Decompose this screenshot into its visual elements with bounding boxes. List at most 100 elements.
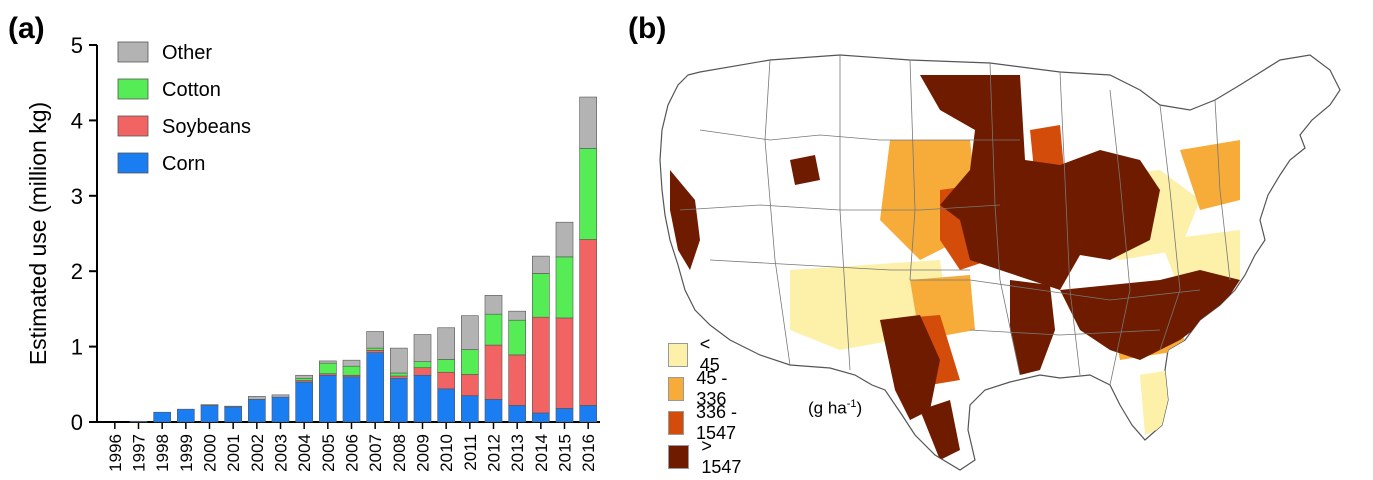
x-tick-label: 2000	[201, 434, 220, 472]
x-tick-label: 1996	[106, 434, 125, 472]
bar-segment-other	[461, 315, 479, 350]
legend-swatch-veryhigh	[668, 445, 690, 469]
bar-segment-cotton	[390, 372, 408, 377]
x-tick-label: 2001	[224, 434, 243, 472]
bar-segment-other	[342, 359, 361, 367]
bar-segment-cotton	[342, 365, 361, 376]
x-tick-label: 2015	[556, 434, 575, 472]
bar-segment-corn	[295, 381, 313, 423]
x-tick-label: 1999	[177, 434, 196, 472]
legend-label-soybeans: Soybeans	[162, 116, 251, 138]
bar-segment-soybeans	[390, 375, 408, 379]
bar-segment-soybeans	[366, 350, 384, 353]
legend-swatch-cotton	[117, 78, 149, 100]
bar-segment-corn	[129, 420, 148, 423]
legend-swatch-low	[668, 343, 688, 367]
panel-b-label: (b)	[628, 12, 667, 45]
x-tick-label: 2013	[508, 434, 527, 472]
bar-segment-corn	[366, 352, 384, 423]
chart-axes: 0 1 2 3 4 5 Estimated use (million kg) 1996 1997…	[25, 33, 600, 472]
x-tick-label: 2005	[319, 434, 338, 472]
map-legend-item-4: > 1547	[668, 436, 746, 477]
legend-swatch-high	[668, 411, 684, 435]
bar-segment-cotton	[555, 256, 574, 319]
bar-segment-other	[437, 327, 455, 360]
legend-label-high: 336 - 1547	[695, 402, 737, 443]
bar-segment-other	[366, 331, 384, 349]
bar-segment-cotton	[295, 377, 313, 381]
chart-legend: Other Cotton Soybeans Corn	[117, 41, 251, 175]
bar-segment-other	[413, 334, 432, 362]
chart-bars	[129, 96, 597, 423]
legend-label-mid: 45 - 336	[696, 368, 728, 409]
bar-segment-other	[579, 96, 597, 149]
bar-segment-corn	[319, 374, 337, 423]
bar-segment-other	[248, 396, 266, 400]
bar-segment-other	[532, 255, 550, 274]
bar-segment-cotton	[461, 349, 479, 375]
y-tick-label: 1	[71, 335, 83, 360]
bar-segment-cotton	[484, 313, 503, 346]
x-tick-label: 2003	[272, 434, 291, 472]
bar-segment-corn	[532, 412, 550, 423]
x-tick-label: 2011	[461, 434, 480, 471]
bar-segment-soybeans	[532, 316, 550, 414]
y-tick-label: 2	[71, 259, 83, 284]
bar-segment-other	[319, 360, 337, 364]
panel-a-label: (a)	[8, 12, 45, 45]
bar-segment-corn	[579, 405, 597, 423]
us-county-map	[659, 54, 1341, 471]
bar-segment-other	[484, 295, 503, 315]
bar-segment-corn	[342, 376, 361, 423]
legend-swatch-mid	[668, 377, 685, 401]
bar-segment-soybeans	[579, 239, 597, 406]
bar-segment-soybeans	[555, 317, 574, 409]
bar-segment-cotton	[579, 147, 597, 240]
legend-swatch-corn	[117, 152, 149, 174]
y-tick-label: 4	[71, 108, 83, 133]
bar-segment-corn	[248, 399, 266, 423]
state-boundaries	[679, 55, 1231, 386]
x-tick-label: 2002	[248, 434, 267, 472]
bar-segment-corn	[177, 408, 195, 423]
bar-segment-other	[224, 405, 242, 408]
county-fill	[670, 75, 1240, 460]
bar-segment-corn	[508, 405, 526, 423]
bar-segment-corn	[413, 374, 432, 423]
bar-segment-other	[508, 310, 526, 321]
x-tick-label: 2014	[532, 434, 551, 472]
bar-segment-cotton	[413, 361, 432, 369]
bar-segment-corn	[390, 377, 408, 423]
y-tick-label: 0	[71, 410, 83, 435]
bar-segment-soybeans	[437, 371, 455, 390]
map-unit-label: (g ha-1)	[808, 398, 863, 418]
x-tick-label: 2004	[295, 434, 314, 472]
bar-segment-corn	[555, 408, 574, 423]
x-tick-label: 2016	[579, 434, 598, 472]
legend-label-cotton: Cotton	[162, 79, 221, 101]
bar-segment-cotton	[366, 347, 384, 351]
bar-segment-corn	[484, 399, 503, 423]
y-tick-label: 5	[71, 33, 83, 58]
y-tick-label: 3	[71, 184, 83, 209]
x-tick-label: 2007	[366, 434, 385, 472]
bar-segment-corn	[461, 395, 479, 423]
legend-label-corn: Corn	[162, 153, 205, 175]
bar-segment-other	[555, 221, 574, 258]
bar-segment-other	[200, 404, 219, 406]
x-tick-label: 2012	[485, 434, 504, 472]
bar-segment-soybeans	[461, 374, 479, 396]
bar-segment-cotton	[532, 273, 550, 318]
map-legend-item-1: < 45	[668, 334, 726, 375]
x-tick-label: 2008	[390, 434, 409, 472]
x-tick-label: 2010	[437, 434, 456, 472]
bar-segment-cotton	[319, 362, 337, 375]
bar-segment-other	[271, 394, 290, 398]
bar-segment-other	[390, 347, 408, 374]
bar-segment-soybeans	[413, 367, 432, 376]
stacked-bar-chart: 0 1 2 3 4 5 Estimated use (million kg) 1996 1997…	[25, 33, 600, 472]
bar-segment-corn	[437, 388, 455, 423]
legend-label-low: < 45	[699, 334, 720, 375]
x-tick-label: 1997	[130, 434, 149, 472]
map-legend-item-3: 336 - 1547	[668, 402, 746, 443]
